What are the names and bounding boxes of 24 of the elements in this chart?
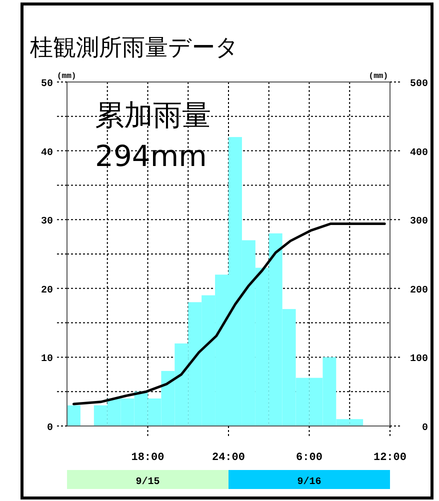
bar [67, 405, 80, 426]
y-tick-label: 0 [46, 423, 53, 434]
text: 9/15 [136, 476, 160, 488]
y2-tick-label: 500 [410, 79, 428, 90]
text: 9/16 [297, 476, 322, 488]
x-tick-label: 12:00 [373, 452, 407, 464]
y-tick-label: 20 [40, 285, 53, 296]
y-tick-label: 50 [40, 79, 53, 90]
chart-title: 桂観測所雨量データ [29, 35, 239, 61]
x-tick-label: 18:00 [131, 452, 164, 464]
annotation: 累加雨量 [95, 98, 211, 132]
y2-tick-label: 200 [410, 285, 428, 296]
x-tick-label: 6:00 [296, 452, 322, 464]
y-axis-title: (mm) [57, 72, 76, 81]
y2-tick-label: 300 [410, 216, 428, 228]
y2-tick-label: 400 [410, 148, 428, 159]
y2-tick-label: 0 [422, 423, 428, 434]
y-tick-label: 10 [40, 354, 53, 366]
y-tick-label: 30 [40, 216, 53, 228]
y2-tick-label: 100 [410, 354, 428, 366]
x-tick-label: 24:00 [212, 452, 246, 464]
y2-axis-title: (mm) [368, 72, 388, 81]
y-tick-label: 40 [40, 148, 53, 159]
annotation: 294mm [95, 139, 207, 173]
